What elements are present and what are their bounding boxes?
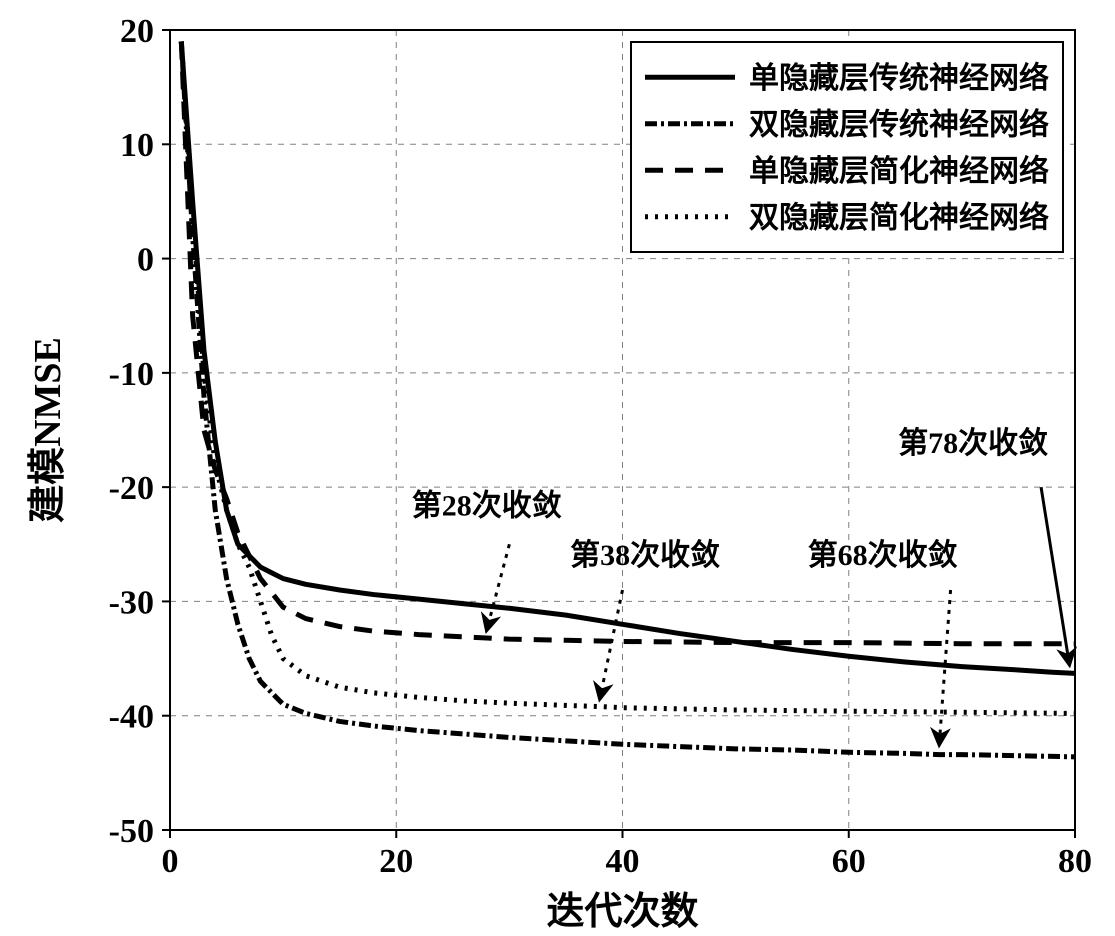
legend-label: 单隐藏层传统神经网络 xyxy=(749,61,1049,95)
x-tick-label: 60 xyxy=(832,843,866,880)
annotation-label: 第68次收敛 xyxy=(808,538,958,572)
annotation-label: 第38次收敛 xyxy=(570,538,720,572)
y-tick-label: 0 xyxy=(137,241,154,278)
y-tick-label: 20 xyxy=(120,13,154,50)
y-tick-label: -30 xyxy=(109,584,154,621)
x-tick-label: 20 xyxy=(379,843,413,880)
y-tick-label: -10 xyxy=(109,356,154,393)
y-tick-label: -40 xyxy=(109,699,154,736)
legend-label: 双隐藏层传统神经网络 xyxy=(749,107,1049,141)
y-tick-label: -20 xyxy=(109,470,154,507)
y-tick-label: 10 xyxy=(120,127,154,164)
y-tick-label: -50 xyxy=(109,813,154,850)
nmse-convergence-chart: 第78次收敛第28次收敛第38次收敛 第68次收敛 0 20 40 60 80 -50 -40 -… xyxy=(0,0,1115,936)
x-tick-label: 40 xyxy=(606,843,640,880)
x-axis-label: 迭代次数 xyxy=(546,891,698,933)
annotation-label: 第28次收敛 xyxy=(412,489,562,523)
chart-svg: 第78次收敛第28次收敛第38次收敛 第68次收敛 0 20 40 60 80 -50 -40 -… xyxy=(0,0,1115,936)
y-axis-label: 建模NMSE xyxy=(27,337,69,523)
x-tick-label: 0 xyxy=(162,843,179,880)
x-tick-label: 80 xyxy=(1058,843,1092,880)
legend-label: 双隐藏层简化神经网络 xyxy=(749,200,1049,234)
annotation-label: 第78次收敛 xyxy=(898,426,1048,460)
legend-label: 单隐藏层简化神经网络 xyxy=(749,154,1049,188)
